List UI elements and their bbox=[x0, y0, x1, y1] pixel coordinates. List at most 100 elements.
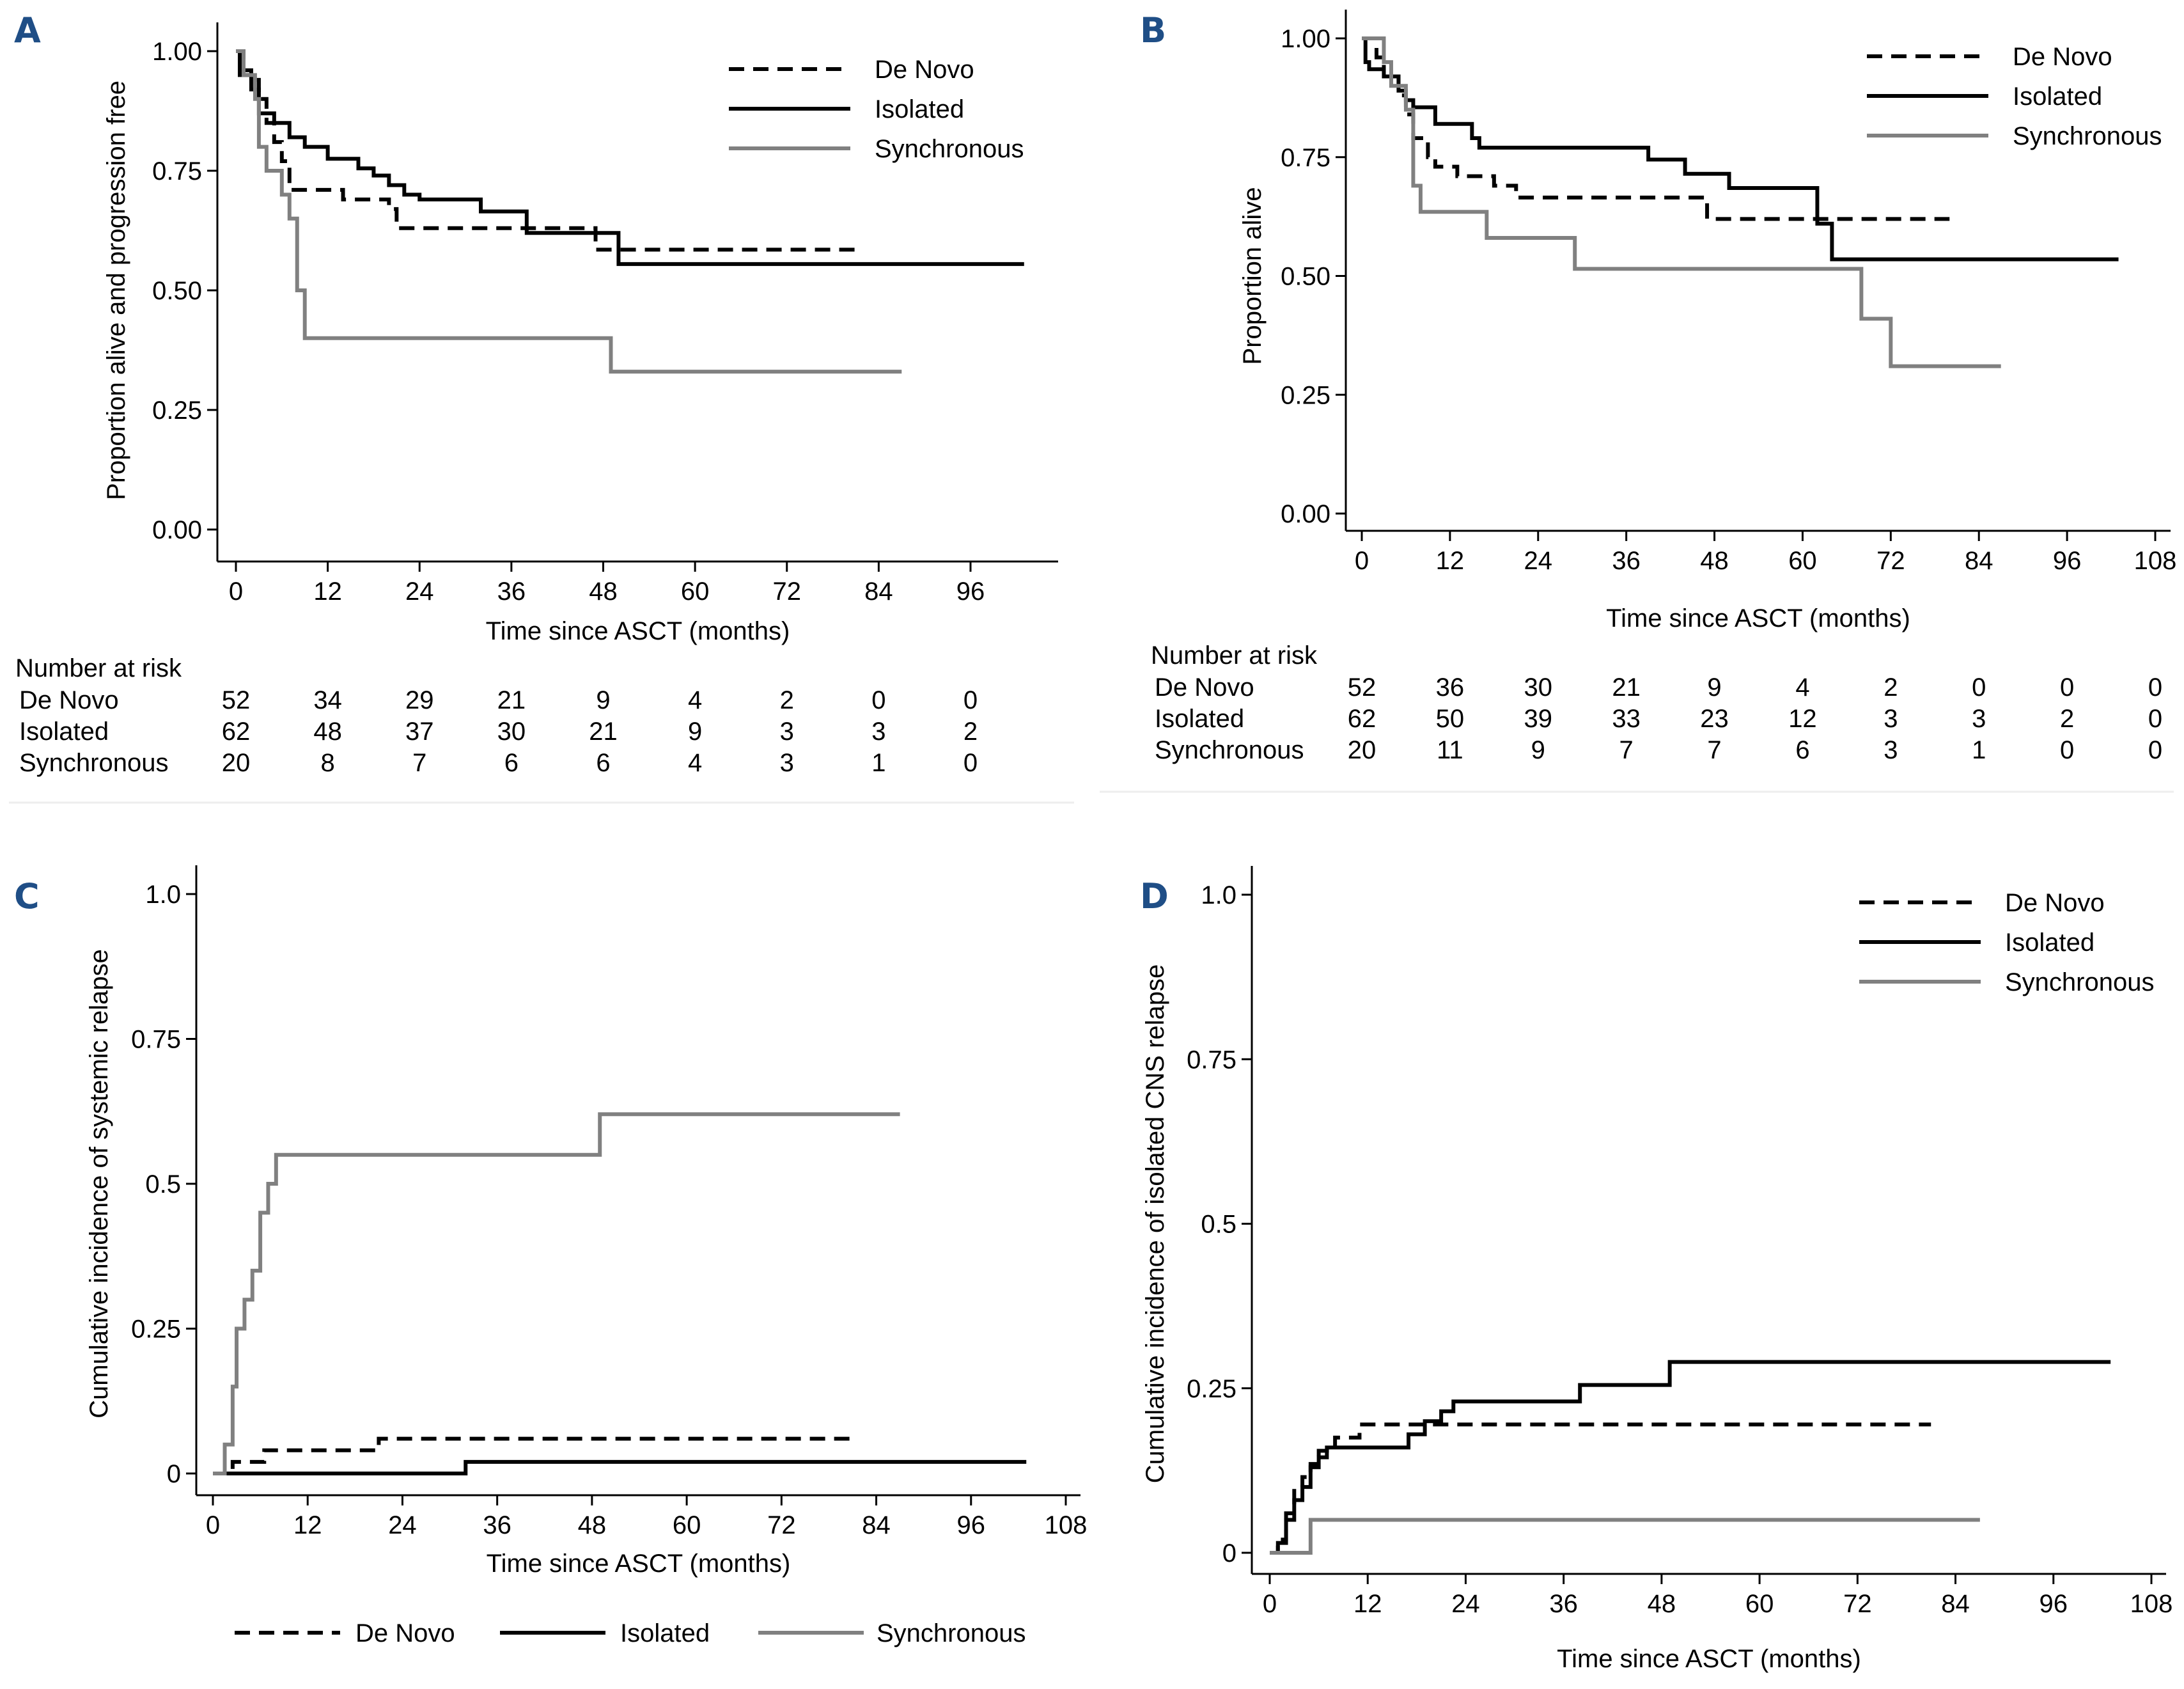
panel-a-pfs-chart: 0.000.250.500.751.000 12 24 36 48 60 72 84 96Tim… bbox=[15, 22, 1058, 777]
panel-a-risk-value: 48 bbox=[313, 718, 342, 746]
panel-b-risk-table-title: Number at risk bbox=[1151, 641, 1318, 670]
panel-b-y-tick-label: 0.25 bbox=[1281, 381, 1330, 409]
panel-a-risk-value: 9 bbox=[596, 686, 610, 714]
panel-a-risk-value: 37 bbox=[405, 718, 434, 746]
panel-a-risk-value: 8 bbox=[321, 749, 335, 777]
panel-d-x-tick-label: 72 bbox=[1843, 1590, 1872, 1618]
panel-b-risk-value: 11 bbox=[1437, 736, 1463, 764]
panel-b-risk-value: 62 bbox=[1348, 705, 1377, 733]
panel-d-x-axis-title: Time since ASCT (months) bbox=[1557, 1645, 1861, 1673]
panel-b-legend-label-de-novo: De Novo bbox=[2013, 43, 2112, 71]
panel-d-series-de-novo bbox=[1270, 1422, 1931, 1555]
panel-b-risk-value: 0 bbox=[1972, 673, 1986, 702]
panel-a-risk-value: 6 bbox=[596, 749, 610, 777]
panel-a-series-de-novo bbox=[236, 49, 856, 252]
panel-b-risk-value: 9 bbox=[1707, 673, 1721, 702]
panel-c-series-synchronous bbox=[213, 1112, 900, 1475]
panel-b-risk-value: 1 bbox=[1972, 736, 1986, 764]
panel-a-risk-row-label: Isolated bbox=[19, 718, 109, 746]
panel-d-x-tick-label: 108 bbox=[2130, 1590, 2173, 1618]
panel-b-risk-value: 3 bbox=[1884, 705, 1898, 733]
panel-c-x-tick-label: 72 bbox=[767, 1511, 796, 1539]
panel-a-y-tick-label: 0.00 bbox=[152, 516, 202, 544]
panel-d-y-tick-label: 1.0 bbox=[1201, 881, 1236, 909]
panel-b-x-tick-label: 48 bbox=[1700, 547, 1729, 575]
panel-c-x-tick-label: 60 bbox=[673, 1511, 701, 1539]
panel-b-x-tick-label: 12 bbox=[1436, 547, 1465, 575]
panel-c-x-tick-label: 96 bbox=[957, 1511, 986, 1539]
panel-a-risk-value: 21 bbox=[497, 686, 526, 714]
panel-a-risk-table-title: Number at risk bbox=[15, 654, 182, 682]
panel-b-risk-value: 50 bbox=[1436, 705, 1465, 733]
panel-a-risk-value: 62 bbox=[222, 718, 251, 746]
panel-b-risk-row-label: De Novo bbox=[1155, 673, 1254, 702]
panel-b-x-tick-label: 108 bbox=[2134, 547, 2177, 575]
panel-a-risk-value: 29 bbox=[405, 686, 434, 714]
panel-d-x-tick-label: 84 bbox=[1941, 1590, 1970, 1618]
panel-c-series-isolated bbox=[213, 1459, 1027, 1475]
panel-c-x-tick-label: 84 bbox=[862, 1511, 891, 1539]
panel-a-y-axis-title: Proportion alive and progression free bbox=[102, 81, 130, 500]
panel-d-y-tick-label: 0.75 bbox=[1187, 1046, 1236, 1074]
panel-d-x-tick-label: 0 bbox=[1263, 1590, 1277, 1618]
panel-a-x-tick-label: 0 bbox=[229, 577, 243, 606]
panel-a-series-isolated bbox=[236, 49, 1024, 266]
panel-a-risk-value: 20 bbox=[222, 749, 251, 777]
panel-a-risk-value: 21 bbox=[589, 718, 618, 746]
panel-a-x-tick-label: 72 bbox=[773, 577, 802, 606]
panel-b-legend-label-isolated: Isolated bbox=[2013, 82, 2102, 111]
panel-b-risk-value: 7 bbox=[1619, 736, 1634, 764]
panel-c-y-tick-label: 0 bbox=[167, 1460, 181, 1488]
panel-c-y-tick-label: 0.75 bbox=[131, 1026, 181, 1054]
panel-a-y-tick-label: 0.50 bbox=[152, 277, 202, 305]
panel-b-series-synchronous bbox=[1362, 36, 2001, 368]
panel-label-d: D bbox=[1140, 876, 1169, 916]
panel-b-risk-row-label: Isolated bbox=[1155, 705, 1244, 733]
panel-c-x-tick-label: 36 bbox=[483, 1511, 511, 1539]
panel-b-risk-value: 30 bbox=[1524, 673, 1553, 702]
panel-b-os-chart: 0.000.250.500.751.000 12 24 36 48 60 72 84 96 108… bbox=[1151, 10, 2176, 764]
panel-a-risk-value: 2 bbox=[963, 718, 978, 746]
panel-b-risk-value: 33 bbox=[1612, 705, 1641, 733]
panel-a-y-tick-label: 0.25 bbox=[152, 397, 202, 425]
panel-a-risk-value: 30 bbox=[497, 718, 526, 746]
panel-b-risk-value: 4 bbox=[1795, 673, 1809, 702]
panel-a-y-tick-label: 0.75 bbox=[152, 157, 202, 185]
panel-a-risk-value: 0 bbox=[963, 686, 978, 714]
panel-a-x-tick-label: 84 bbox=[864, 577, 893, 606]
panel-a-risk-value: 3 bbox=[871, 718, 885, 746]
panel-a-risk-value: 9 bbox=[688, 718, 702, 746]
panel-a-risk-value: 3 bbox=[780, 718, 794, 746]
panel-d-y-axis-title: Cumulative incidence of isolated CNS rel… bbox=[1141, 964, 1169, 1484]
panel-b-y-tick-label: 0.00 bbox=[1281, 500, 1330, 528]
panel-c-x-tick-label: 24 bbox=[388, 1511, 417, 1539]
panel-b-risk-value: 0 bbox=[2060, 673, 2074, 702]
panel-d-y-tick-label: 0.25 bbox=[1187, 1375, 1236, 1403]
panel-b-risk-value: 23 bbox=[1700, 705, 1729, 733]
panel-b-risk-value: 39 bbox=[1524, 705, 1553, 733]
panel-c-y-tick-label: 0.25 bbox=[131, 1316, 181, 1344]
panel-a-risk-value: 0 bbox=[871, 686, 885, 714]
panel-b-y-tick-label: 1.00 bbox=[1281, 25, 1330, 53]
panel-b-risk-value: 52 bbox=[1348, 673, 1377, 702]
panel-b-risk-value: 20 bbox=[1348, 736, 1377, 764]
panel-c-x-tick-label: 0 bbox=[206, 1511, 220, 1539]
panel-b-x-tick-label: 24 bbox=[1524, 547, 1553, 575]
panel-a-risk-value: 6 bbox=[504, 749, 519, 777]
panel-b-risk-value: 36 bbox=[1436, 673, 1465, 702]
panel-b-y-axis-title: Proportion alive bbox=[1238, 187, 1267, 365]
panel-b-risk-value: 0 bbox=[2148, 736, 2162, 764]
panel-d-x-tick-label: 12 bbox=[1353, 1590, 1382, 1618]
panel-b-series-isolated bbox=[1362, 36, 2119, 262]
panel-d-y-tick-label: 0.5 bbox=[1201, 1211, 1236, 1239]
panel-b-series-de-novo bbox=[1362, 36, 1950, 221]
panel-a-y-tick-label: 1.00 bbox=[152, 38, 202, 66]
panel-d-x-tick-label: 96 bbox=[2040, 1590, 2068, 1618]
panel-c-x-axis-title: Time since ASCT (months) bbox=[487, 1550, 791, 1578]
panel-d-legend-label-isolated: Isolated bbox=[2005, 929, 2094, 957]
panel-a-risk-value: 0 bbox=[963, 749, 978, 777]
panel-a-risk-row-label: Synchronous bbox=[19, 749, 168, 777]
panel-b-risk-value: 2 bbox=[2060, 705, 2074, 733]
panel-d-cns-relapse-chart: 0 0.25 0.5 0.75 1.0 0 12 24 36 48 60 72 84 96 108 Time … bbox=[1141, 866, 2172, 1673]
